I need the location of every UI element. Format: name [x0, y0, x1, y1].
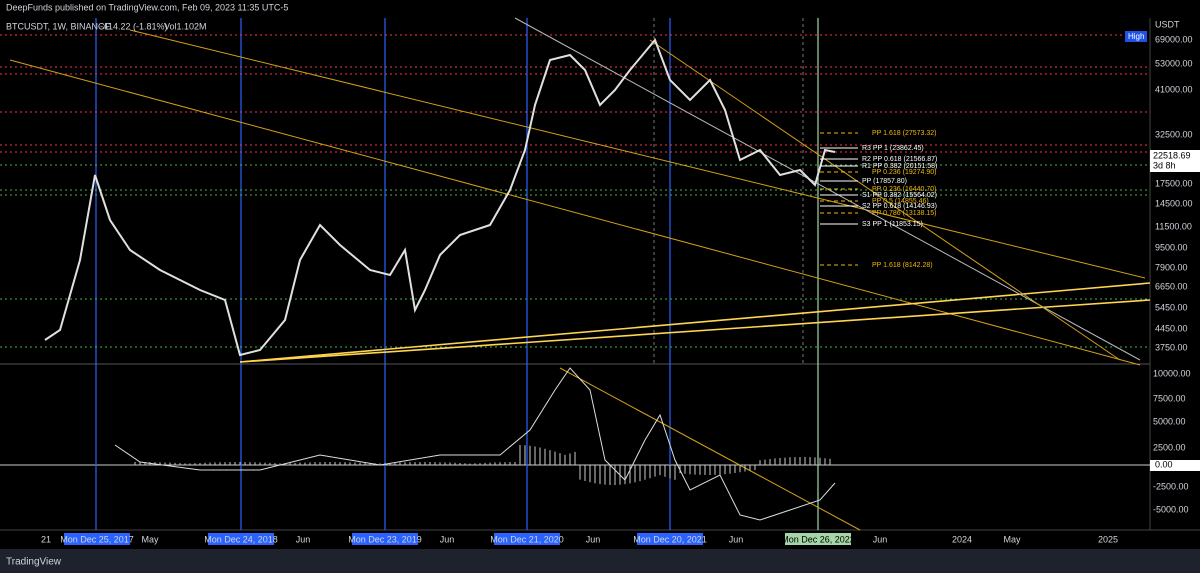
price-tick-label: 4450.00 — [1155, 323, 1188, 333]
decorations — [0, 17, 1151, 531]
price-tick-label: 3750.00 — [1155, 342, 1188, 352]
time-tick-label: Jun — [440, 534, 455, 544]
macd-tick-label: 10000.00 — [1153, 368, 1191, 378]
time-tick-label: May — [141, 534, 159, 544]
symbol: BTCUSDT, 1W, BINANCE — [6, 21, 111, 31]
price-tick-label: 14500.00 — [1155, 198, 1193, 208]
high-tag-bg — [1125, 31, 1147, 42]
pivot-label: S1 PP 0.382 (15564.02) — [862, 192, 937, 199]
macd-tick-label: -2500.00 — [1153, 481, 1189, 491]
pivot-label: PP 0.236 (19274.90) — [872, 169, 936, 176]
price-tick-label: 41000.00 — [1155, 84, 1193, 94]
time-tick-label: Mon Dec 25, 2017 — [60, 534, 134, 544]
time-tick-label: Mon Dec 23, 2019 — [348, 534, 422, 544]
time-tag-bg — [208, 533, 274, 545]
time-tag-bg — [352, 533, 418, 545]
volume: Vol1.102M — [164, 21, 207, 31]
macd-line — [114, 367, 836, 521]
time-tick-label: Mon Dec 21, 2020 — [490, 534, 564, 544]
trend-line — [239, 282, 1151, 363]
time-tag-bg — [494, 533, 560, 545]
pivot-label: R1 PP 0.382 (20151.58) — [862, 163, 937, 170]
trend-line — [649, 39, 1121, 361]
time-tick-label: Jun — [586, 534, 601, 544]
time-tick-label: Jun — [873, 534, 888, 544]
time-tick-label: 2025 — [1098, 534, 1118, 544]
pivot-label: PP (17857.80) — [862, 178, 907, 185]
time-tick-label: 2024 — [952, 534, 972, 544]
price-tick-label: 32500.00 — [1155, 129, 1193, 139]
price-unit: USDT — [1155, 19, 1180, 29]
price-change: -414.22 (-1.81%) — [100, 21, 168, 31]
last-price-bg — [1150, 150, 1200, 172]
price-tick-label: 53000.00 — [1155, 58, 1193, 68]
time-tick-label: Mon Dec 20, 2021 — [633, 534, 707, 544]
macd-tick-label: -5000.00 — [1153, 504, 1189, 514]
pivot-label: PP 0.786 (13138.15) — [872, 210, 936, 217]
price-tick-label: 69000.00 — [1155, 34, 1193, 44]
price-tick-label: 17500.00 — [1155, 178, 1193, 188]
footer-bar — [0, 549, 1200, 573]
price-tick-label: 11500.00 — [1155, 221, 1192, 231]
countdown: 3d 8h — [1153, 160, 1176, 170]
price-tick-label: 7900.00 — [1155, 262, 1188, 272]
macd-tick-label: 2500.00 — [1153, 442, 1186, 452]
trend-line — [129, 29, 1146, 279]
price-tick-label: 5450.00 — [1155, 302, 1188, 312]
pivot-label: PP 1.618 (8142.28) — [872, 262, 933, 269]
price-tick-label: 9500.00 — [1155, 242, 1188, 252]
pivot-label: S2 PP 0.618 (14146.93) — [862, 203, 937, 210]
price-tick-label: 6650.00 — [1155, 281, 1188, 291]
last-price: 22518.69 — [1153, 150, 1191, 160]
brand: TradingView — [6, 557, 62, 568]
time-tick-label: Mon Dec 24, 2018 — [204, 534, 278, 544]
time-tick-label: 21 — [41, 534, 51, 544]
macd-zero-bg — [1150, 460, 1200, 471]
pivot-label: S3 PP 1 (11853.15) — [862, 221, 923, 228]
time-tick-label: Jun — [296, 534, 311, 544]
time-tick-label: Jun — [729, 534, 744, 544]
pivot-label: R3 PP 1 (23862.45) — [862, 145, 924, 152]
price-path — [44, 38, 836, 357]
time-tick-label: Mon Dec 26, 2022 — [781, 534, 855, 544]
time-tag-bg — [637, 533, 703, 545]
time-tag-bg — [785, 533, 851, 545]
pivot-label: PP 1.618 (27573.32) — [872, 130, 936, 137]
high-tag: High — [1128, 32, 1144, 41]
macd-tick-label: 0.00 — [1155, 459, 1173, 469]
macd-tick-label: 5000.00 — [1153, 416, 1186, 426]
trend-line — [239, 299, 1151, 363]
time-tag-bg — [64, 533, 130, 545]
time-tick-label: May — [1003, 534, 1021, 544]
pivot-label: PP 0.5 (14855.46) — [872, 198, 929, 205]
pivot-label: R2 PP 0.618 (21566.87) — [862, 156, 937, 163]
pivot-label: PP 0.236 (16440.70) — [872, 186, 936, 193]
macd-tick-label: 7500.00 — [1153, 393, 1186, 403]
publisher: DeepFunds published on TradingView.com, … — [6, 2, 288, 12]
